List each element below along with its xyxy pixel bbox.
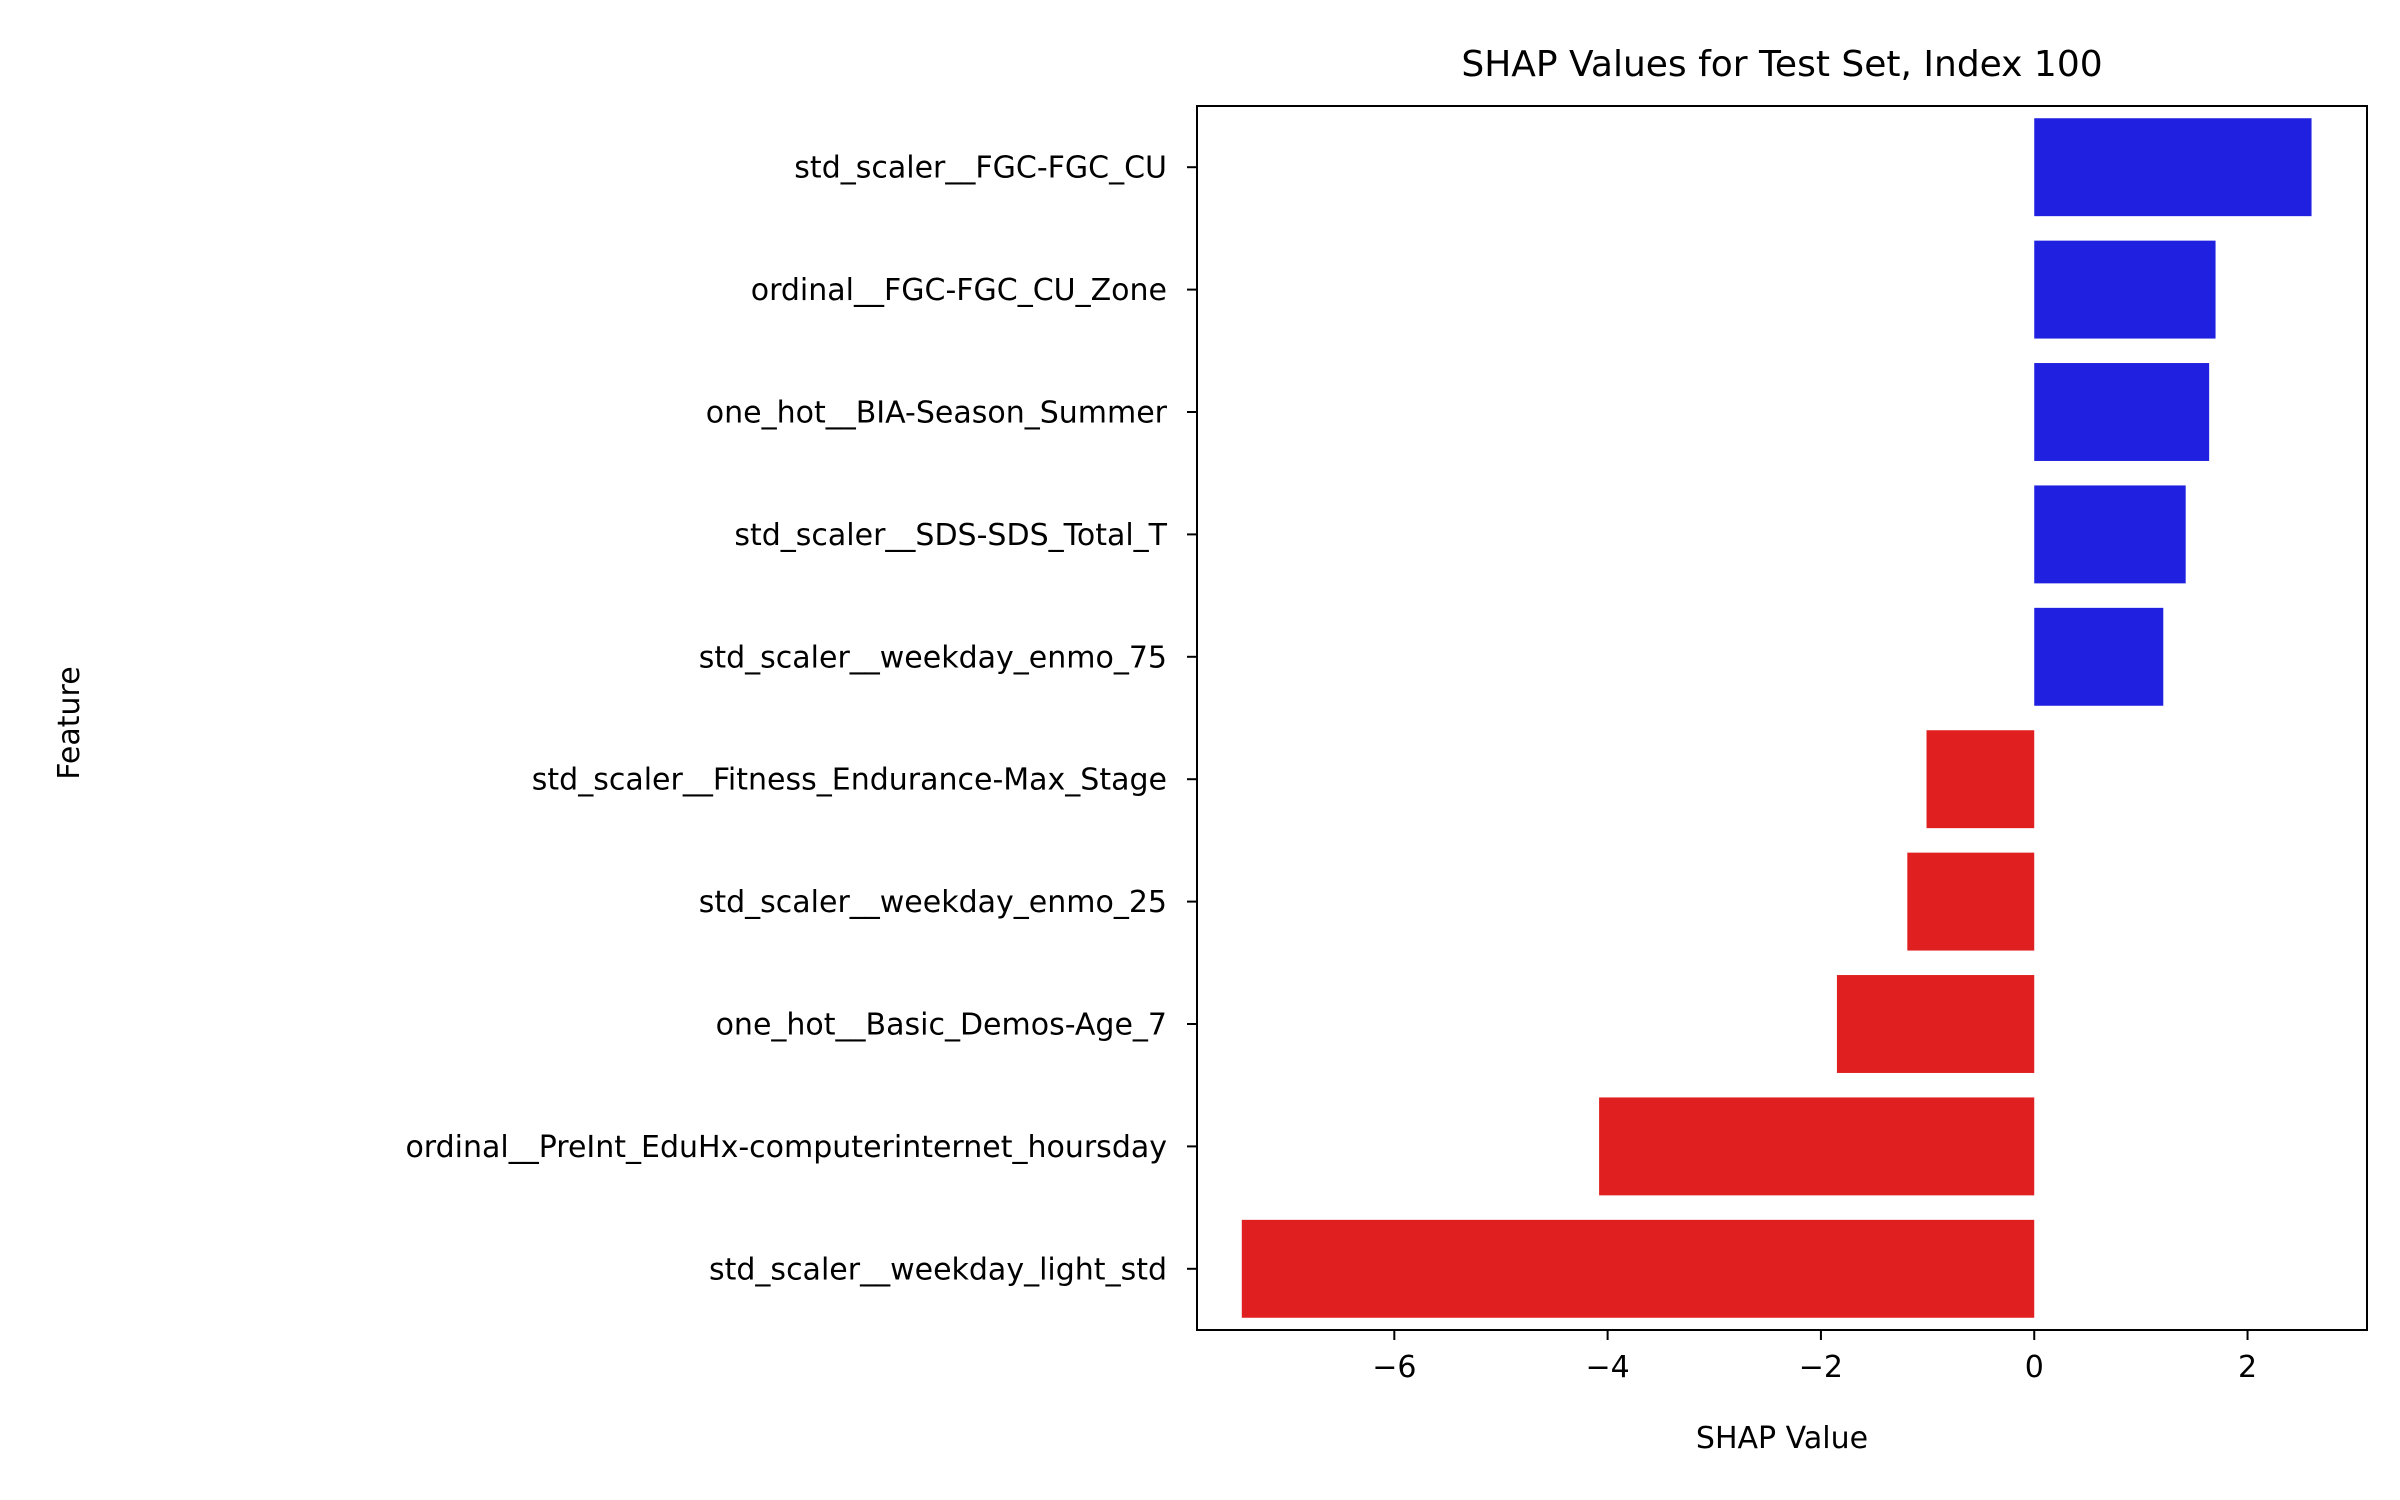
x-tick-label: −6 [1372,1350,1416,1385]
x-tick-label: −2 [1799,1350,1843,1385]
y-tick-label: one_hot__BIA-Season_Summer [706,396,1168,431]
x-tick-label: 2 [2238,1350,2257,1385]
bars-group [1241,118,2312,1318]
x-axis: −6 −4 −2 0 2 [1372,1330,2257,1385]
y-tick-label: ordinal__PreInt_EduHx-computerinternet_h… [405,1130,1167,1165]
plot-frame [1196,105,2368,1331]
y-tick-label: one_hot__Basic_Demos-Age_7 [716,1008,1167,1043]
bar-6 [1926,730,2035,829]
y-tick-label: ordinal__FGC-FGC_CU_Zone [751,273,1167,308]
bar-5 [2034,607,2164,706]
y-tick-label: std_scaler__weekday_enmo_25 [699,885,1167,920]
x-axis-label: SHAP Value [1696,1421,1868,1456]
bar-9 [1599,1097,2035,1196]
y-axis-label: Feature [52,666,87,779]
y-axis: std_scaler__FGC-FGC_CU ordinal__FGC-FGC_C… [405,151,1197,1287]
bar-10 [1241,1219,2035,1318]
x-tick-label: −4 [1586,1350,1630,1385]
chart-title: SHAP Values for Test Set, Index 100 [1461,44,2102,85]
y-tick-label: std_scaler__weekday_enmo_75 [699,640,1167,675]
y-tick-label: std_scaler__weekday_light_std [709,1252,1167,1287]
bar-7 [1907,852,2035,951]
bar-8 [1836,975,2035,1073]
y-tick-label: std_scaler__Fitness_Endurance-Max_Stage [532,763,1167,798]
y-tick-label: std_scaler__SDS-SDS_Total_T [734,518,1167,553]
x-tick-label: 0 [2025,1350,2044,1385]
bar-3 [2034,363,2210,461]
bar-4 [2034,485,2186,584]
bar-2 [2034,240,2216,339]
bar-1 [2034,118,2312,217]
y-tick-label: std_scaler__FGC-FGC_CU [794,151,1167,186]
